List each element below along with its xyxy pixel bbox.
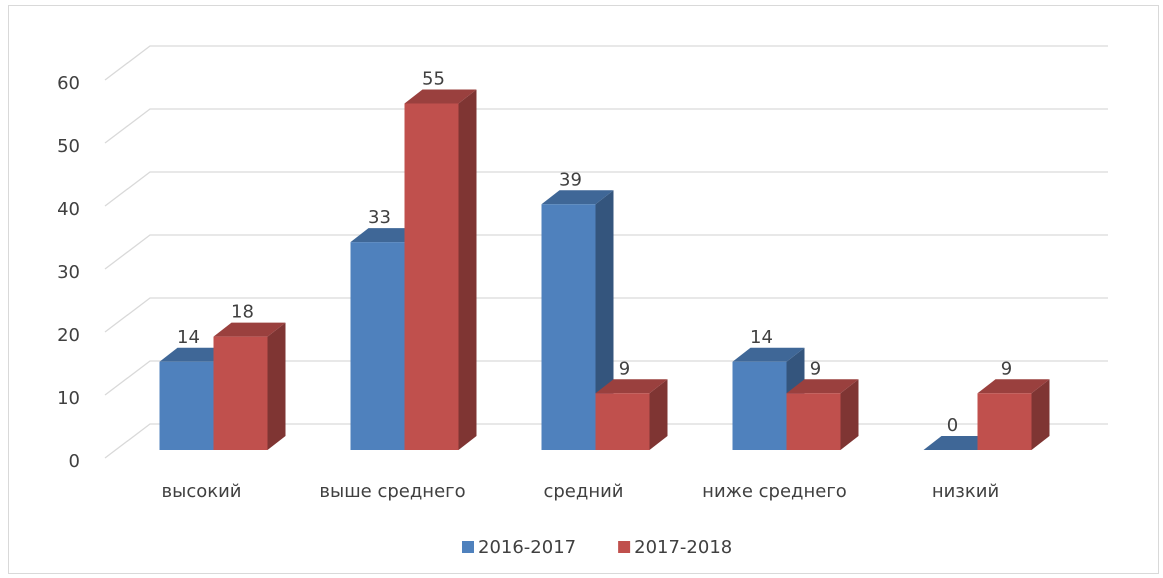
data-label: 39 — [559, 169, 582, 190]
bar-face — [541, 190, 614, 205]
grid-line — [104, 234, 1108, 270]
grid-line — [104, 171, 1108, 207]
y-tick-label: 0 — [69, 451, 80, 472]
bar — [404, 89, 477, 450]
y-tick-label: 30 — [57, 262, 80, 283]
data-label: 55 — [422, 69, 445, 90]
data-label: 9 — [1001, 358, 1012, 379]
data-label: 14 — [177, 327, 200, 348]
bar-face — [649, 379, 668, 450]
legend-label: 2016-2017 — [478, 537, 576, 558]
bar-face — [786, 379, 859, 394]
y-tick-label: 40 — [57, 199, 80, 220]
bar-face — [595, 379, 668, 394]
x-tick-label: выше среднего — [319, 481, 465, 502]
bar-face — [213, 322, 286, 337]
bar-face — [1031, 379, 1050, 450]
bar — [786, 379, 859, 450]
y-tick-label: 10 — [57, 388, 80, 409]
y-tick-label: 20 — [57, 325, 80, 346]
bar-face — [159, 361, 214, 450]
bar-face — [267, 322, 286, 450]
bar-face — [595, 393, 650, 450]
bar — [977, 379, 1050, 450]
bar-face — [213, 336, 268, 450]
y-tick-label: 60 — [57, 73, 80, 94]
data-label: 14 — [750, 327, 773, 348]
legend-swatch — [462, 541, 474, 553]
legend-label: 2017-2018 — [634, 537, 732, 558]
x-tick-label: ниже среднего — [702, 481, 847, 502]
bar-face — [732, 361, 787, 450]
bar-face — [786, 393, 841, 450]
data-label: 33 — [368, 207, 391, 228]
data-label: 0 — [947, 415, 958, 436]
bar-face — [541, 204, 596, 450]
bar — [595, 379, 668, 450]
data-label: 18 — [231, 302, 254, 323]
bar-face — [732, 347, 805, 362]
y-tick-label: 50 — [57, 136, 80, 157]
grid-line — [104, 297, 1108, 333]
bar-face — [977, 393, 1032, 450]
bar-face — [404, 103, 459, 450]
grid-line — [104, 108, 1108, 144]
data-label: 9 — [619, 358, 630, 379]
legend-swatch — [618, 541, 631, 553]
bar-face — [458, 89, 477, 450]
x-tick-label: низкий — [932, 481, 999, 502]
grid-line — [104, 45, 1108, 81]
bar-face — [840, 379, 859, 450]
data-label: 9 — [810, 358, 821, 379]
bar — [213, 322, 286, 450]
bar-face — [350, 242, 405, 450]
bar-face — [404, 89, 477, 104]
x-tick-label: средний — [543, 481, 623, 502]
x-tick-label: высокий — [162, 481, 242, 502]
bar-face — [977, 379, 1050, 394]
